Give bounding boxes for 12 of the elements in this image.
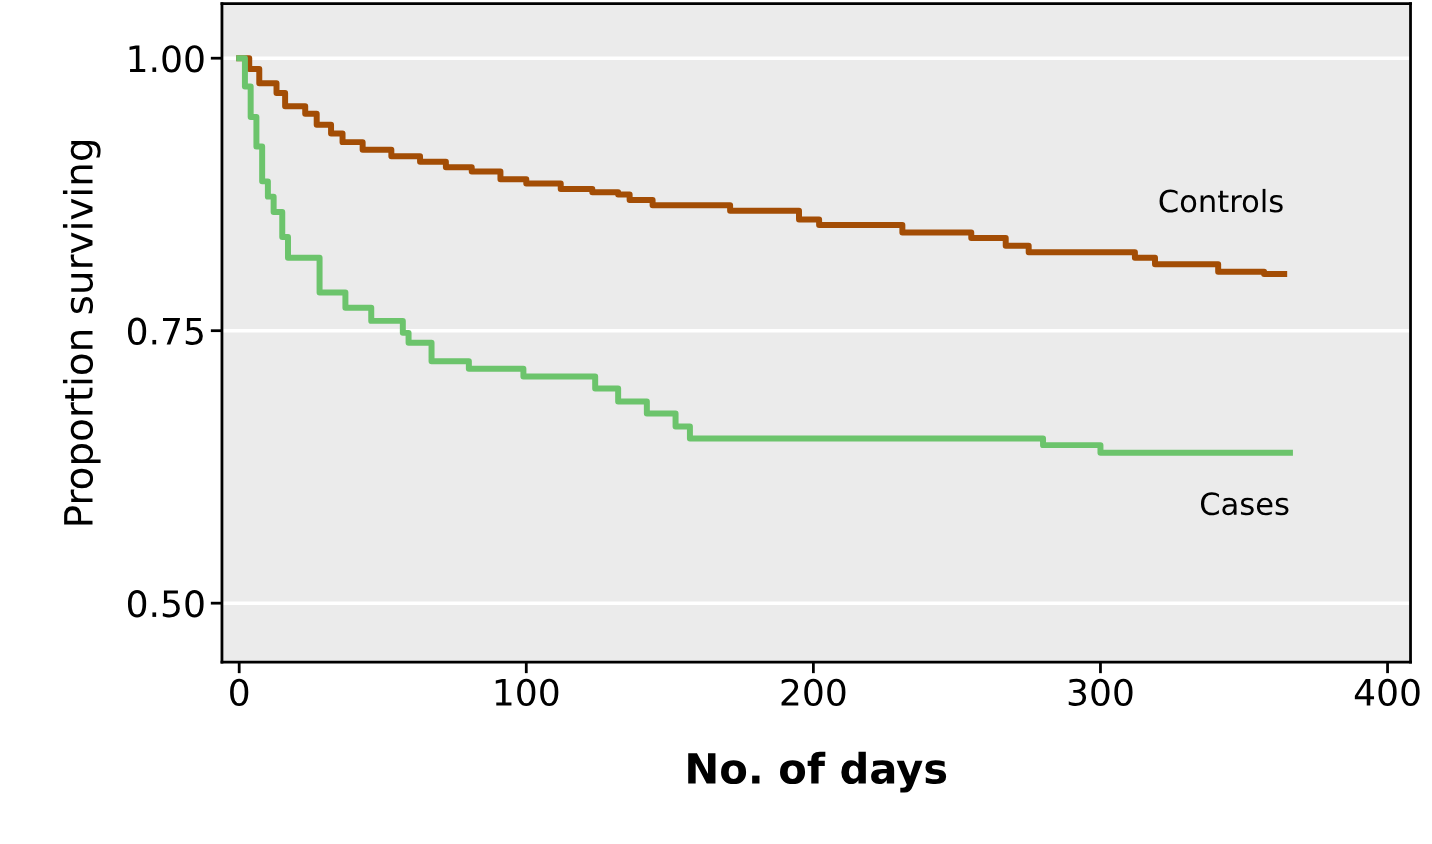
series-label: Cases [1200,492,1289,516]
y-axis-title: Proportion surviving [62,140,101,525]
x-tick-label: 200 [781,678,846,706]
series-label: Controls [1159,188,1283,213]
y-tick-label: 0.75 [127,317,203,345]
x-axis-title: No. of days [688,751,947,793]
x-tick-label: 400 [1354,678,1420,706]
x-tick-label: 0 [230,678,249,706]
y-tick-label: 0.50 [127,590,204,618]
y-tick-label: 1.00 [129,45,204,73]
x-tick-label: 100 [495,678,559,706]
x-tick-label: 300 [1068,678,1133,706]
